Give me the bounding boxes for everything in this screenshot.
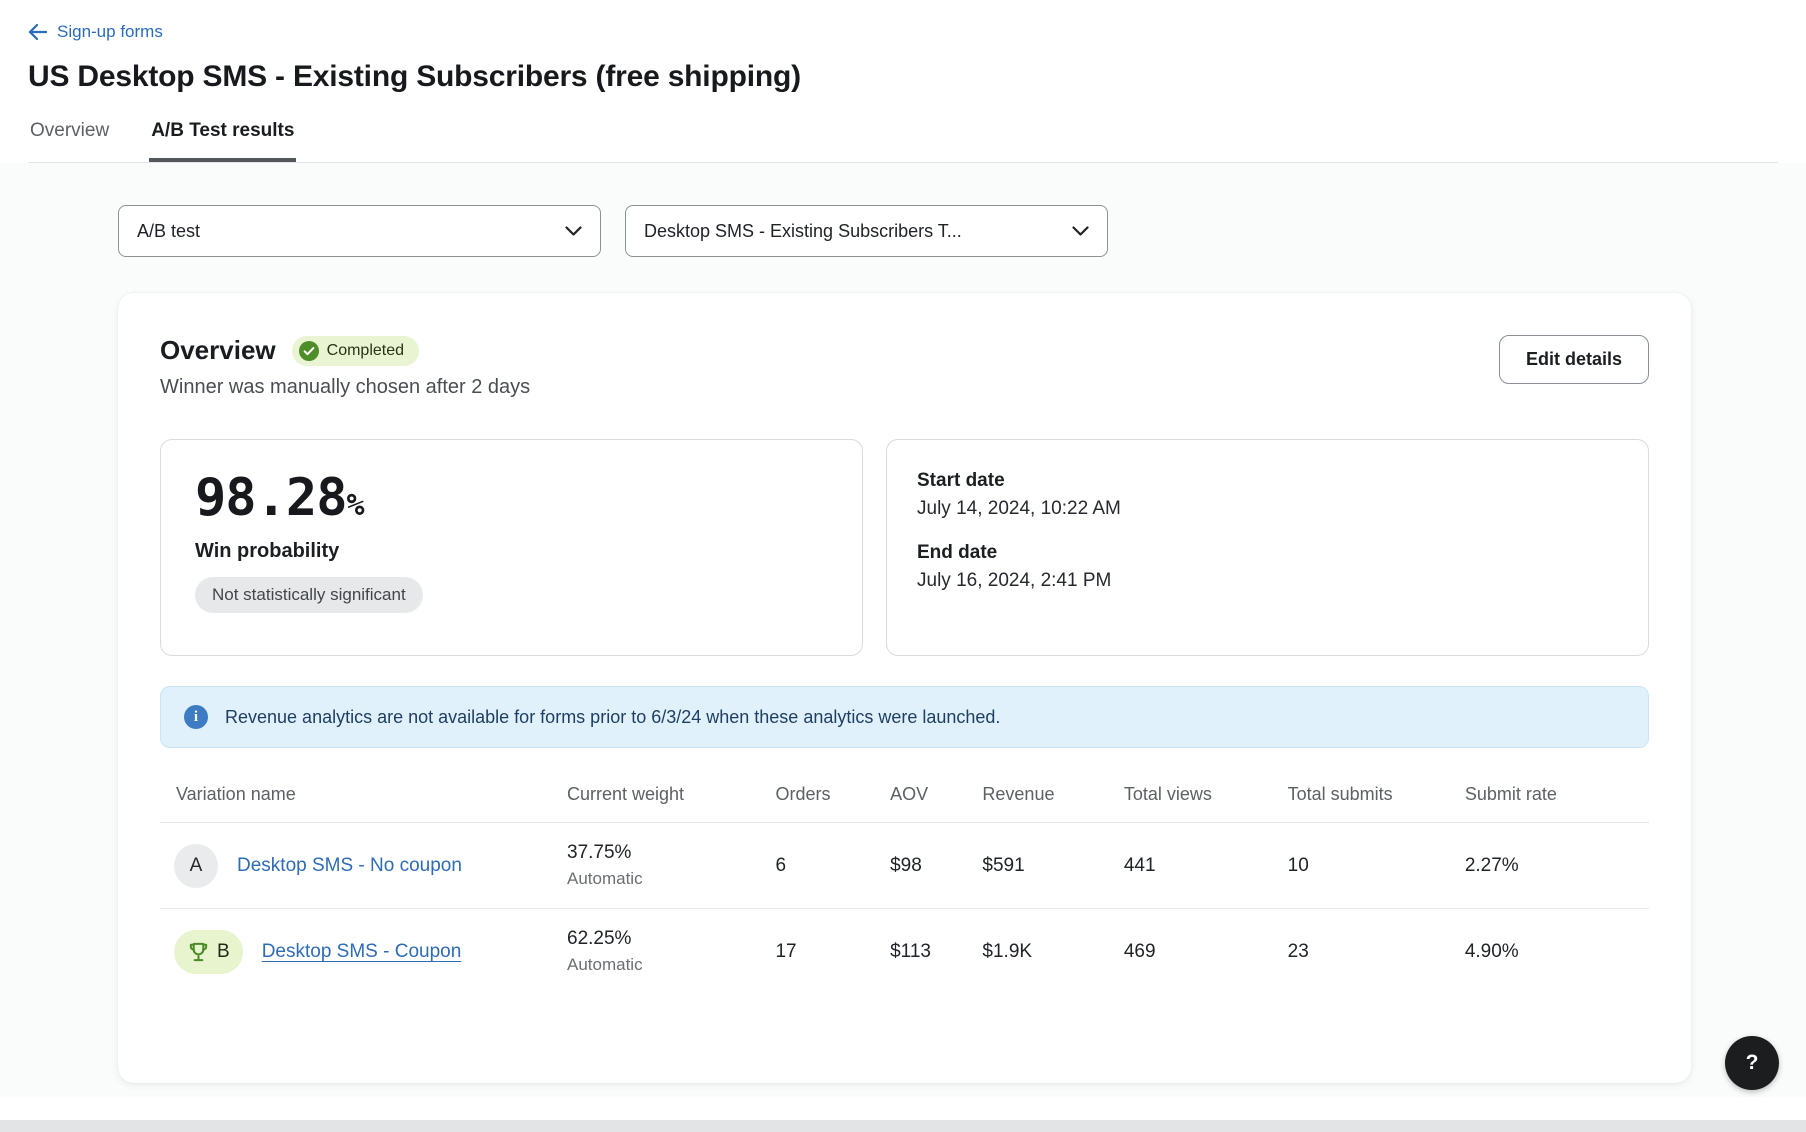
end-date-label: End date: [917, 542, 998, 563]
col-orders: Orders: [775, 784, 831, 804]
variation-link[interactable]: Desktop SMS - No coupon: [237, 854, 462, 876]
col-total-submits: Total submits: [1287, 784, 1393, 804]
back-link[interactable]: Sign-up forms: [28, 22, 163, 42]
end-date-block: End date July 16, 2024, 2:41 PM: [917, 542, 1618, 592]
report-type-dropdown[interactable]: A/B test: [118, 205, 601, 257]
submit-rate-cell: 4.90%: [1464, 940, 1519, 962]
test-select-dropdown[interactable]: Desktop SMS - Existing Subscribers T...: [625, 205, 1108, 257]
edit-details-button[interactable]: Edit details: [1498, 335, 1649, 384]
help-button[interactable]: ?: [1725, 1036, 1779, 1090]
revenue-cell: $591: [982, 854, 1025, 876]
total-submits-cell: 10: [1287, 854, 1309, 876]
table-header-row: Variation name Current weight Orders AOV…: [160, 770, 1649, 823]
weight-mode: Automatic: [567, 955, 643, 974]
submit-rate-cell: 2.27%: [1464, 854, 1519, 876]
bottom-strip: [0, 1120, 1806, 1132]
col-submit-rate: Submit rate: [1464, 784, 1557, 804]
back-link-label: Sign-up forms: [57, 22, 163, 41]
end-date-value: July 16, 2024, 2:41 PM: [917, 570, 1112, 591]
page-title: US Desktop SMS - Existing Subscribers (f…: [28, 60, 801, 93]
win-probability-label: Win probability: [195, 540, 340, 562]
weight-cell: 62.25% Automatic: [565, 928, 773, 975]
filters-row: A/B test Desktop SMS - Existing Subscrib…: [118, 205, 1690, 257]
overview-card-header: Overview Completed Winner was manually c…: [160, 335, 1649, 399]
win-probability-card: 98.28% Win probability Not statistically…: [160, 439, 863, 656]
weight-cell: 37.75% Automatic: [565, 842, 773, 889]
aov-cell: $113: [890, 940, 931, 962]
col-variation-name: Variation name: [176, 784, 296, 804]
col-total-views: Total views: [1123, 784, 1212, 804]
status-badge: Completed: [291, 335, 420, 366]
total-views-cell: 441: [1123, 854, 1156, 876]
variation-letter-badge: A: [174, 843, 218, 888]
aov-cell: $98: [890, 854, 922, 876]
variation-link[interactable]: Desktop SMS - Coupon: [261, 940, 462, 962]
table-row: A A Desktop SMS - No coupon 37.75% Autom…: [160, 823, 1649, 909]
col-aov: AOV: [890, 784, 929, 804]
weight-value: 37.75%: [567, 842, 632, 863]
start-date-value: July 14, 2024, 10:22 AM: [917, 498, 1121, 519]
page-header: Sign-up forms US Desktop SMS - Existing …: [0, 0, 1806, 163]
winner-badge-letter: B: [217, 940, 230, 962]
info-icon: i: [184, 705, 208, 729]
info-banner: i Revenue analytics are not available fo…: [160, 686, 1649, 748]
status-badge-label: Completed: [326, 341, 405, 359]
total-views-cell: 469: [1123, 940, 1156, 962]
winner-badge: B: [174, 929, 243, 974]
content-area: A/B test Desktop SMS - Existing Subscrib…: [0, 163, 1806, 1097]
win-probability-value: 98.28%: [195, 468, 365, 528]
tab-ab-test-results[interactable]: A/B Test results: [149, 116, 297, 162]
overview-heading: Overview: [160, 335, 276, 365]
start-date-block: Start date July 14, 2024, 10:22 AM: [917, 470, 1618, 520]
report-type-dropdown-value: A/B test: [137, 220, 201, 241]
start-date-label: Start date: [917, 470, 1005, 491]
tab-overview[interactable]: Overview: [30, 120, 110, 141]
variation-cell: A A Desktop SMS - No coupon: [160, 843, 565, 888]
table-row: B B Desktop SMS - Coupon 62.25% Automati…: [160, 909, 1649, 994]
weight-value: 62.25%: [567, 928, 632, 949]
total-submits-cell: 23: [1287, 940, 1309, 962]
table-body: A A Desktop SMS - No coupon 37.75% Autom…: [160, 823, 1649, 994]
info-banner-text: Revenue analytics are not available for …: [225, 706, 1001, 727]
test-select-dropdown-value: Desktop SMS - Existing Subscribers T...: [644, 220, 962, 241]
dates-card: Start date July 14, 2024, 10:22 AM End d…: [886, 439, 1649, 656]
revenue-cell: $1.9K: [982, 940, 1033, 962]
chevron-down-icon: [565, 221, 582, 242]
col-revenue: Revenue: [982, 784, 1055, 804]
overview-heading-block: Overview Completed Winner was manually c…: [160, 335, 530, 399]
overview-card: Overview Completed Winner was manually c…: [118, 293, 1691, 1083]
orders-cell: 17: [775, 940, 797, 962]
tabbar: Overview A/B Test results: [28, 116, 1778, 163]
arrow-left-icon: [28, 23, 48, 41]
orders-cell: 6: [775, 854, 787, 876]
weight-mode: Automatic: [567, 869, 643, 888]
significance-badge: Not statistically significant: [195, 577, 423, 613]
overview-subtitle: Winner was manually chosen after 2 days: [160, 376, 531, 398]
check-circle-icon: [298, 340, 319, 361]
stats-row: 98.28% Win probability Not statistically…: [160, 439, 1649, 656]
variations-table: Variation name Current weight Orders AOV…: [160, 770, 1649, 994]
percent-sign: %: [346, 488, 365, 523]
col-current-weight: Current weight: [567, 784, 685, 804]
chevron-down-icon: [1072, 221, 1089, 242]
trophy-icon: [187, 940, 210, 963]
variation-cell: B B Desktop SMS - Coupon: [160, 929, 565, 974]
